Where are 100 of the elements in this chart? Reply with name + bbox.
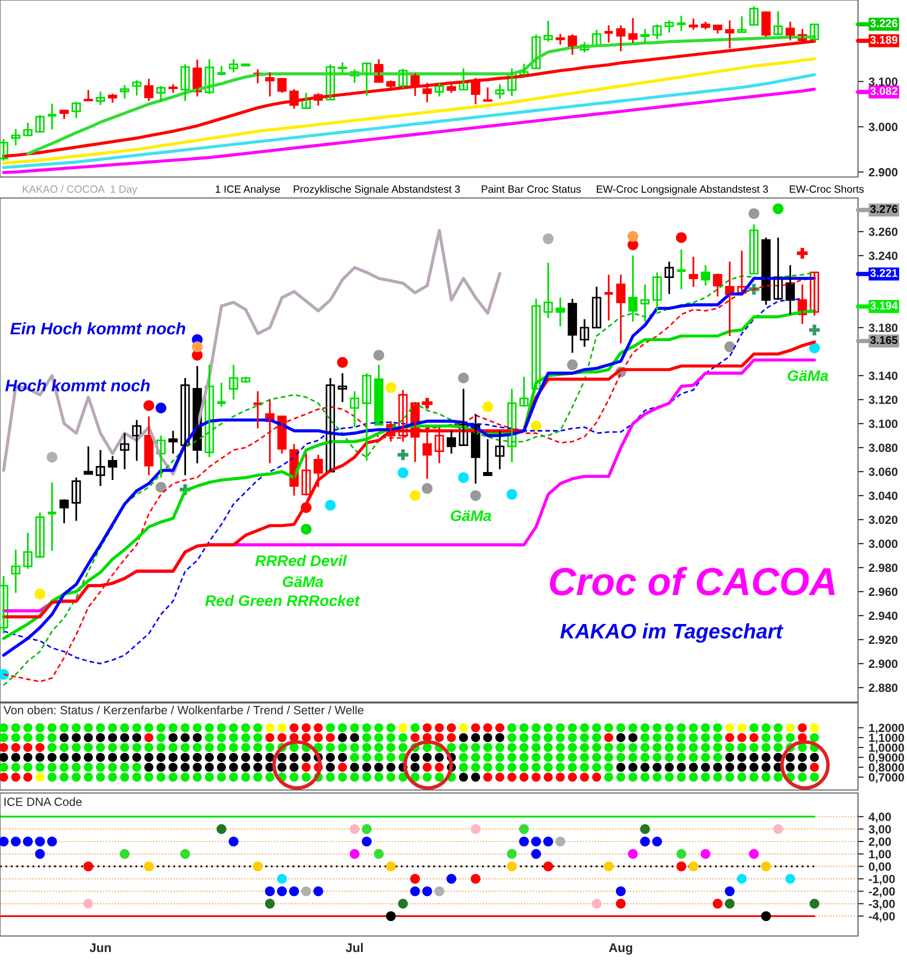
candlestick: [446, 83, 456, 94]
annotation: Ein Hoch kommt noch: [10, 322, 186, 334]
x-tick-label: Jul: [346, 942, 363, 952]
text: 3.221: [870, 269, 898, 277]
point: [410, 874, 420, 884]
point: [216, 824, 226, 834]
point: [519, 824, 529, 834]
text: 3.082: [870, 87, 898, 95]
point: [83, 898, 94, 909]
text: Paint Bar Croc Status: [482, 185, 581, 193]
point: [724, 898, 735, 909]
point: [567, 359, 578, 370]
candlestick: [120, 432, 130, 470]
point: [785, 874, 796, 884]
point: [398, 467, 408, 478]
line-series: [2, 88, 816, 174]
point: [724, 341, 736, 352]
y-tick-label: 1,00: [869, 850, 891, 860]
candlestick: [11, 128, 20, 146]
y-tick-label: 3.040: [868, 492, 898, 500]
point: [676, 849, 686, 859]
point: [749, 849, 759, 859]
y-tick-label: 2.880: [868, 684, 898, 692]
y-tick-label: 3.180: [868, 324, 898, 332]
point: [300, 524, 312, 535]
text: EW-Croc Shorts: [790, 185, 864, 193]
candlestick: [556, 296, 565, 328]
point: [386, 382, 396, 393]
y-tick-label: -2,00: [868, 887, 895, 898]
candlestick: [241, 376, 250, 384]
point: [422, 483, 433, 494]
candlestick: [132, 79, 142, 96]
candlestick: [495, 430, 504, 470]
text: Prozyklische Signale Abstandstest 3: [294, 185, 460, 195]
point: [398, 449, 408, 460]
point: [772, 203, 784, 214]
point: [628, 231, 638, 242]
point: [277, 874, 287, 884]
chart-title: ICE DNA Code: [4, 797, 82, 806]
point: [470, 490, 481, 501]
x-tick-label: Jun: [90, 943, 111, 952]
point: [144, 861, 154, 872]
line-series: [2, 73, 816, 170]
point: [652, 836, 662, 846]
point: [422, 886, 432, 896]
point: [252, 861, 263, 872]
point: [83, 861, 94, 872]
point: [506, 849, 517, 859]
point: [688, 861, 698, 872]
text: 3.165: [870, 336, 898, 344]
point: [264, 898, 275, 909]
annotation: GäMa: [450, 510, 492, 522]
point: [531, 849, 542, 859]
y-tick-label: 2.900: [868, 660, 898, 668]
point: [0, 669, 10, 680]
point: [810, 898, 820, 909]
point: [640, 836, 650, 846]
candlestick: [544, 262, 553, 319]
point: [434, 886, 444, 896]
point: [0, 836, 9, 846]
candlestick: [23, 122, 32, 138]
point: [519, 836, 529, 846]
point: [506, 861, 517, 872]
point: [410, 490, 420, 501]
y-tick-label: 2.940: [868, 612, 898, 620]
annotation: RRRed Devil: [255, 554, 347, 566]
y-tick-label: 1,2000: [869, 724, 904, 734]
point: [156, 482, 166, 493]
point: [506, 489, 518, 500]
point: [724, 886, 735, 896]
point: [604, 861, 614, 872]
y-tick-label: 2.900: [868, 168, 898, 176]
annotation: Hoch kommt noch: [5, 379, 150, 392]
y-tick-label: 3.260: [868, 228, 898, 236]
point: [543, 836, 554, 846]
point: [301, 886, 312, 896]
point: [398, 898, 408, 909]
point: [470, 824, 480, 834]
point: [809, 324, 820, 336]
y-tick-label: 2,00: [868, 838, 891, 848]
candlestick: [84, 89, 93, 102]
point: [530, 420, 542, 432]
point: [482, 401, 494, 412]
point: [700, 849, 710, 859]
y-tick-label: 2.920: [868, 636, 898, 644]
annotation: GäMa: [788, 370, 828, 382]
text: 3.194: [870, 302, 898, 310]
point: [35, 849, 45, 859]
point: [410, 886, 420, 896]
y-tick-label: 2.980: [868, 564, 898, 572]
point: [313, 886, 324, 896]
point: [458, 372, 469, 384]
y-tick-label: 0,8000: [868, 763, 904, 774]
point: [761, 911, 771, 922]
point: [156, 402, 166, 414]
candlestick: [616, 24, 626, 52]
line-series: [2, 57, 816, 164]
point: [35, 836, 45, 846]
y-tick-label: 3,00: [868, 825, 891, 836]
point: [277, 886, 287, 896]
